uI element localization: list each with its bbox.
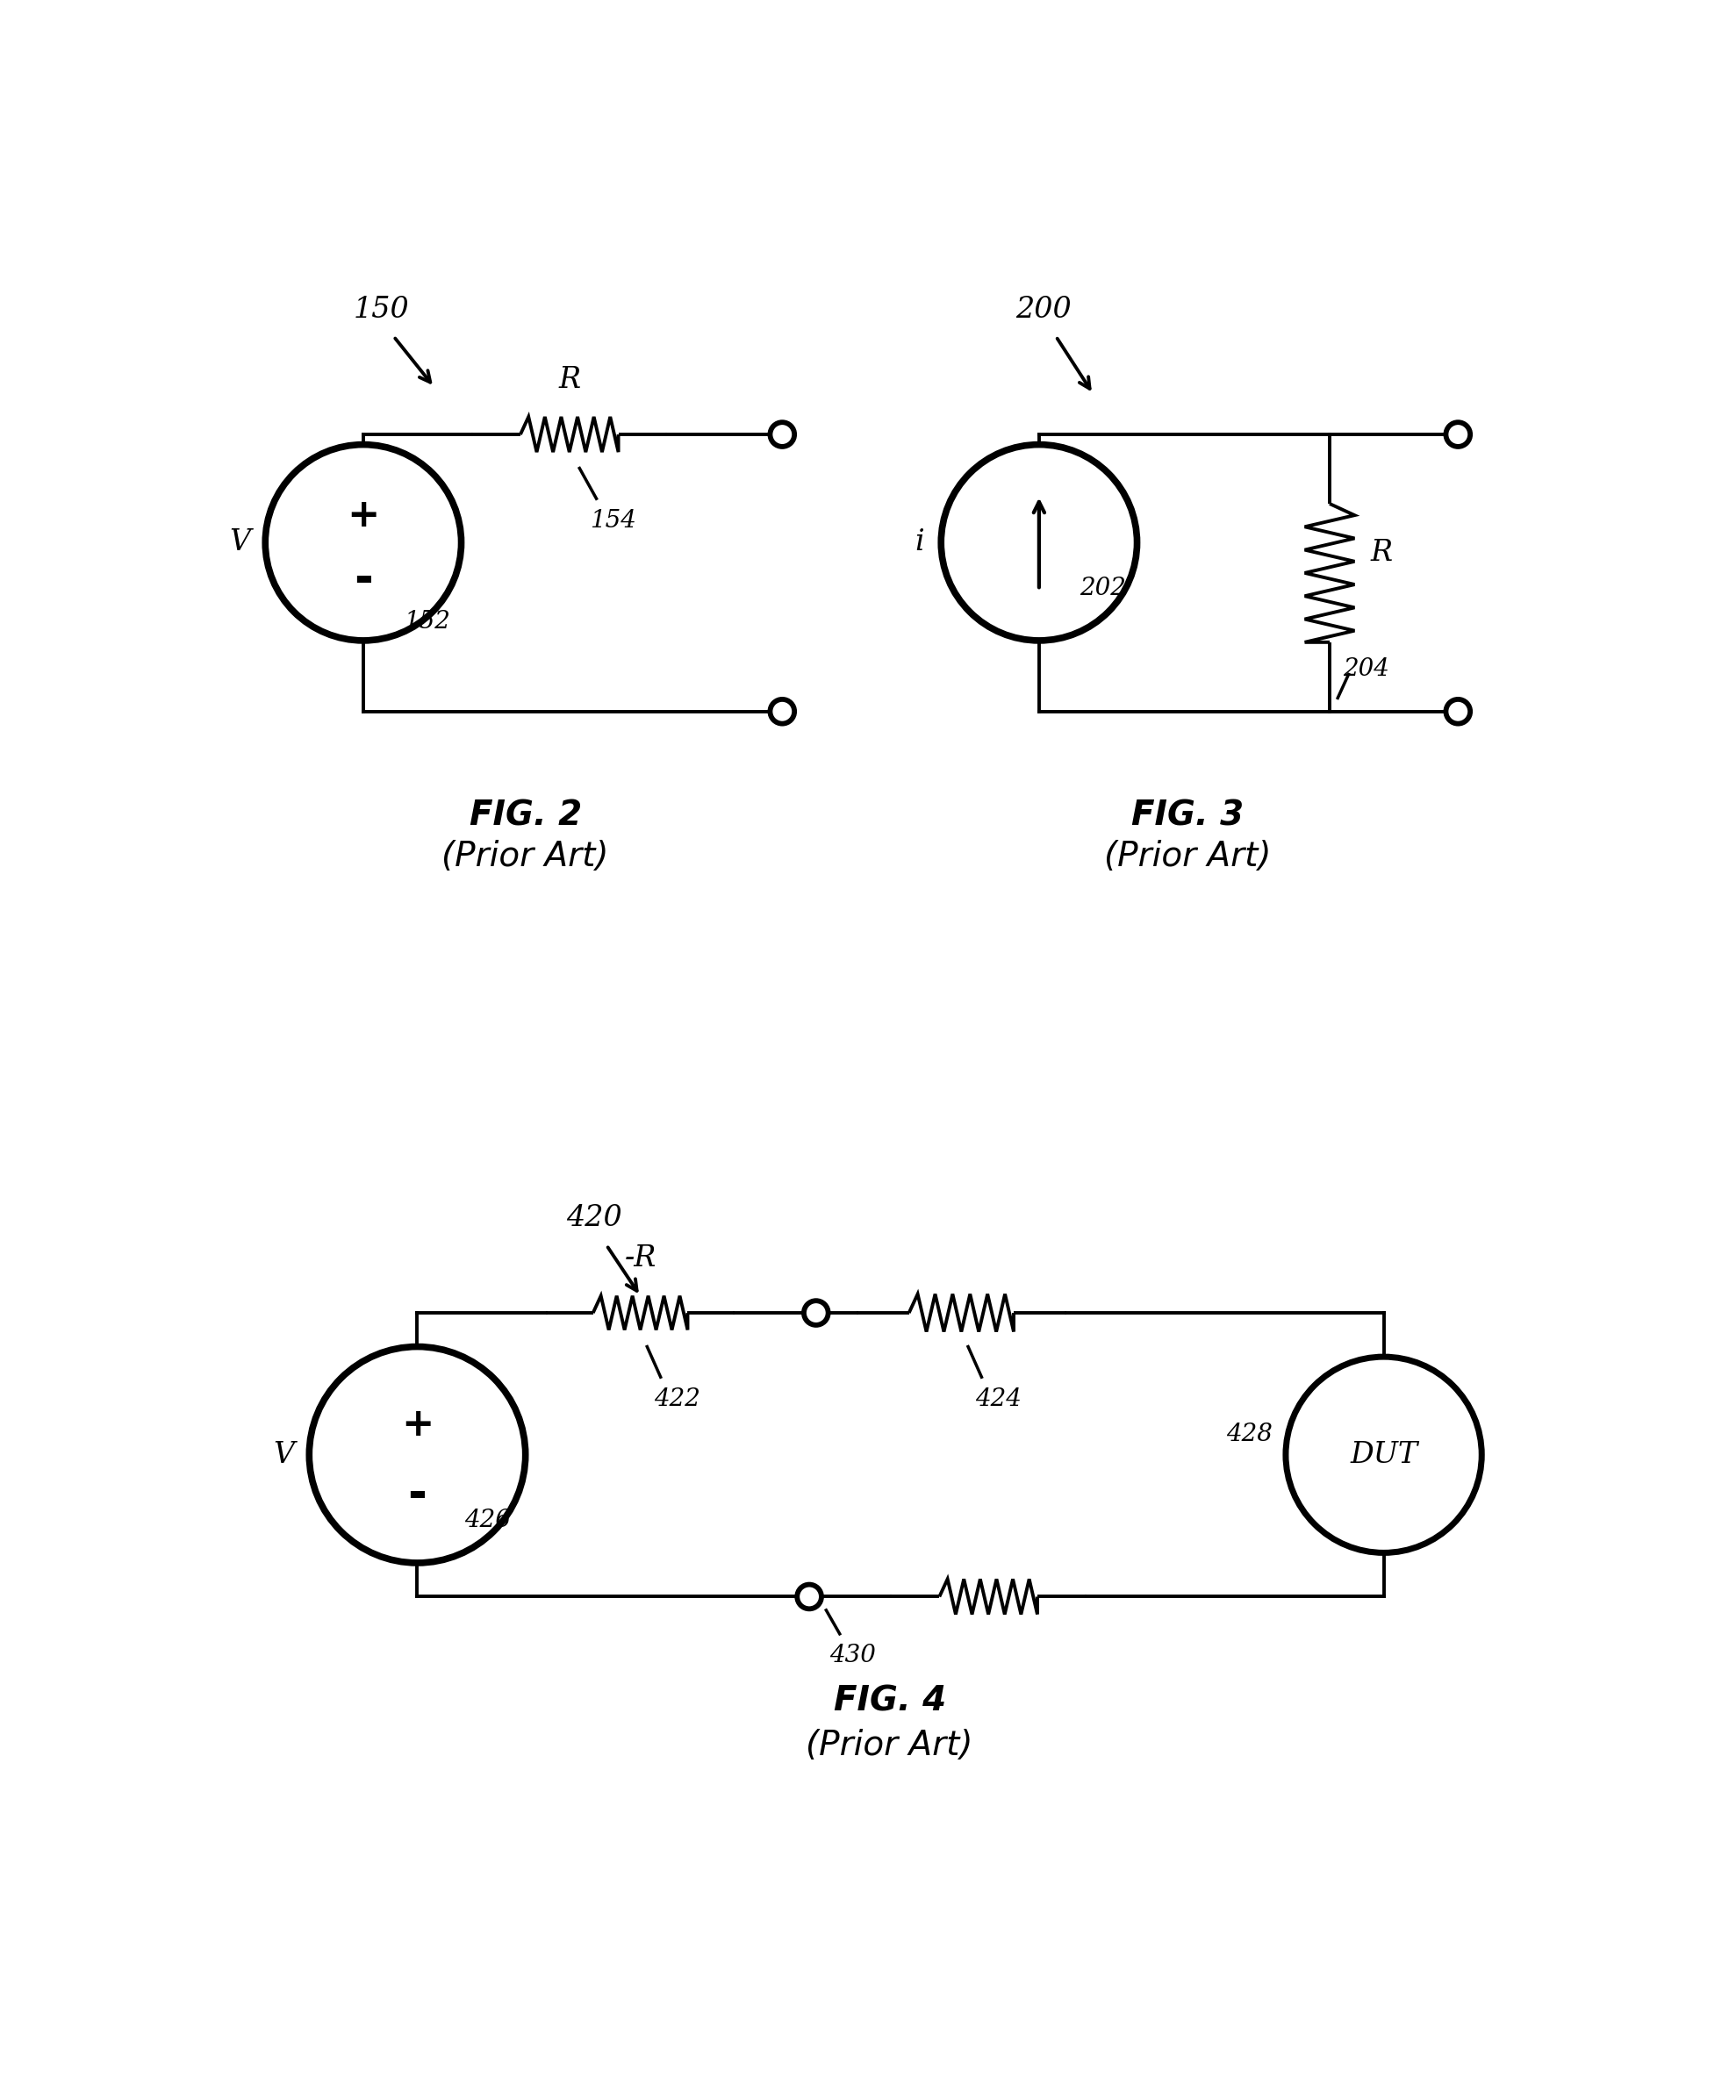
Text: -R: -R [625, 1245, 656, 1273]
Text: FIG. 2: FIG. 2 [469, 800, 582, 834]
Text: 424: 424 [976, 1388, 1021, 1411]
Text: -: - [354, 556, 373, 603]
Text: V: V [273, 1441, 295, 1468]
Text: i: i [915, 529, 924, 557]
Text: +: + [401, 1405, 434, 1443]
Text: 430: 430 [830, 1644, 877, 1667]
Text: (Prior Art): (Prior Art) [806, 1728, 974, 1762]
Text: R: R [559, 365, 580, 395]
Text: 426: 426 [465, 1508, 510, 1533]
Text: 202: 202 [1080, 575, 1127, 601]
Text: FIG. 3: FIG. 3 [1132, 800, 1245, 834]
Text: 152: 152 [404, 611, 450, 634]
Text: +: + [347, 498, 380, 533]
Text: FIG. 4: FIG. 4 [833, 1684, 946, 1718]
Text: -: - [408, 1472, 427, 1518]
Text: R: R [1370, 540, 1392, 567]
Text: 150: 150 [352, 296, 410, 323]
Text: 422: 422 [654, 1388, 700, 1411]
Text: 428: 428 [1226, 1422, 1272, 1447]
Text: 420: 420 [566, 1203, 621, 1233]
Text: V: V [229, 529, 250, 557]
Text: 154: 154 [590, 508, 635, 533]
Text: (Prior Art): (Prior Art) [1104, 840, 1271, 874]
Text: 204: 204 [1344, 657, 1389, 680]
Text: 200: 200 [1016, 296, 1071, 323]
Text: (Prior Art): (Prior Art) [443, 840, 609, 874]
Text: DUT: DUT [1351, 1441, 1418, 1468]
